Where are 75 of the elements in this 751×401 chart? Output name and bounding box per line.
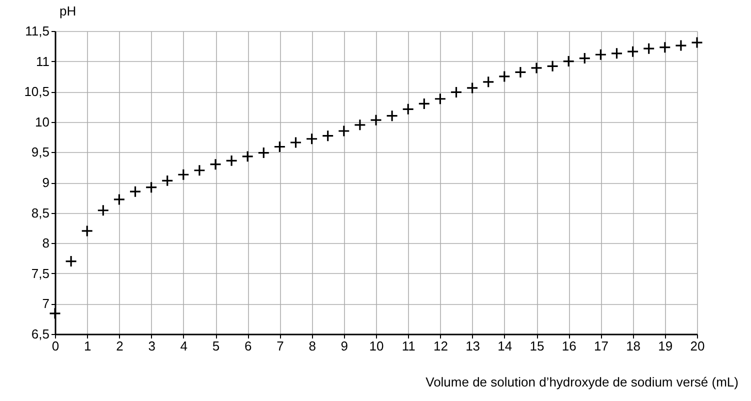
point (48, 307, 62, 320)
point (290, 136, 302, 149)
x-tick-label: 13 (466, 338, 480, 354)
x-tick-label: 0 (52, 338, 60, 354)
y-tick-label: 6,5 (31, 326, 50, 342)
x-tick-label: 9 (340, 338, 348, 354)
point (402, 103, 414, 116)
y-tick-label: 8,5 (31, 205, 50, 220)
x-tick-label: 10 (369, 338, 384, 354)
point (498, 70, 510, 82)
point (113, 193, 126, 206)
y-axis-title: pH (60, 4, 76, 18)
point (81, 224, 94, 238)
point (386, 110, 398, 122)
y-tick-label: 9 (42, 175, 50, 190)
point (530, 62, 543, 74)
y-tick-label: 9,5 (31, 144, 50, 160)
x-tick-label: 1 (84, 338, 92, 354)
x-tick-label: 20 (690, 338, 705, 354)
point (578, 52, 591, 64)
y-tick-label: 7 (42, 296, 50, 312)
point (514, 66, 526, 78)
point (209, 158, 222, 170)
x-tick-label: 19 (658, 338, 673, 354)
point (129, 186, 142, 198)
point (642, 42, 655, 55)
point (306, 132, 318, 145)
x-tick-label: 5 (212, 338, 220, 354)
point (97, 204, 110, 216)
point (354, 118, 366, 131)
x-tick-label: 17 (594, 338, 608, 354)
point (674, 40, 687, 52)
point (482, 76, 494, 88)
y-tick-label: 7,5 (31, 266, 50, 281)
x-tick-label: 4 (180, 338, 188, 354)
x-tick-label: 3 (148, 338, 156, 354)
point (450, 86, 462, 98)
y-tick-label: 11 (36, 54, 50, 69)
x-tick-label: 15 (530, 338, 544, 354)
x-tick-label: 14 (498, 338, 512, 354)
point (546, 60, 559, 72)
x-tick-label: 6 (244, 338, 252, 354)
point (242, 150, 254, 162)
y-tick-label: 10,5 (24, 84, 50, 100)
x-axis-title: Volume de solution d’hydroxyde de sodium versé (mL) (426, 374, 738, 390)
point (226, 154, 238, 167)
x-tick-label: 16 (562, 338, 576, 354)
point (434, 92, 446, 105)
point (274, 140, 286, 153)
point (65, 255, 78, 268)
point (258, 146, 270, 159)
y-tick-label: 10 (35, 114, 50, 130)
point (658, 41, 671, 54)
y-tick-label: 8 (42, 236, 50, 251)
y-tick-label: 11,5 (25, 24, 50, 38)
point (193, 164, 206, 176)
x-tick-label: 18 (626, 338, 641, 354)
x-tick-label: 8 (308, 338, 316, 354)
point (322, 130, 334, 142)
point (594, 48, 607, 61)
point (161, 174, 174, 187)
point (338, 124, 350, 138)
point (370, 114, 382, 126)
point (177, 168, 190, 181)
x-tick-label: 12 (433, 338, 448, 354)
point (610, 47, 623, 60)
point (562, 55, 575, 68)
point (690, 36, 704, 49)
x-tick-label: 2 (116, 338, 124, 354)
x-tick-label: 11 (402, 338, 416, 354)
point (418, 98, 430, 110)
x-tick-label: 7 (276, 338, 284, 354)
point (626, 46, 639, 58)
point (466, 82, 478, 94)
point (145, 181, 158, 194)
